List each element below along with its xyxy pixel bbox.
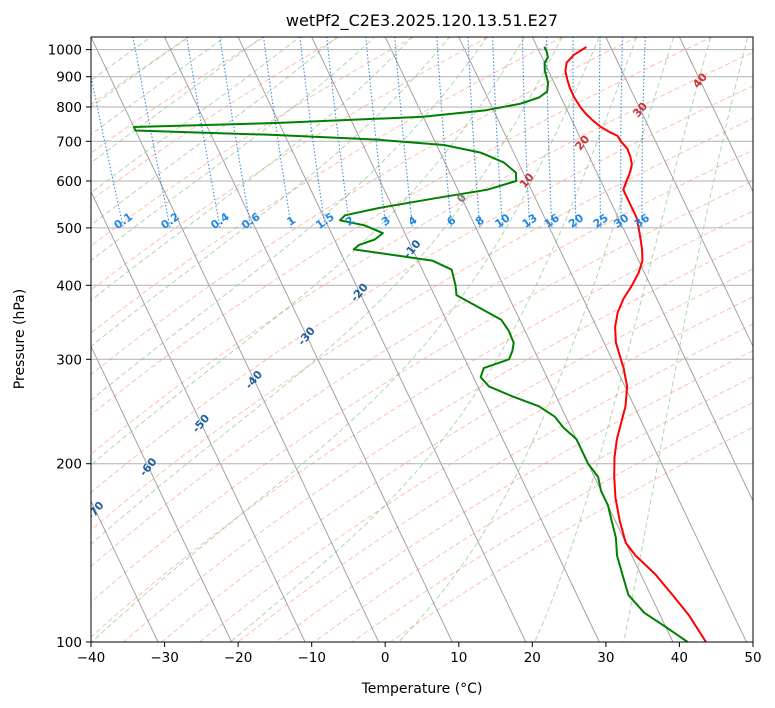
moist-adiabat-line (398, 37, 675, 642)
dry-adiabat-line (91, 85, 753, 494)
x-tick-label: −30 (150, 650, 179, 666)
isotherm-line (311, 37, 600, 642)
mixing-ratio-line (467, 37, 481, 228)
dry-adiabat-line (91, 51, 753, 455)
x-axis-label: Temperature (°C) (361, 681, 483, 697)
isotherm-line (91, 345, 233, 642)
y-tick-label: 200 (56, 457, 82, 473)
x-tick-label: 30 (597, 650, 614, 666)
y-axis-label: Pressure (hPa) (12, 289, 28, 389)
dry-adiabat-line (91, 37, 713, 416)
dry-adiabat-line (313, 376, 753, 642)
isotherm-line (458, 37, 747, 642)
dry-adiabat-line (91, 117, 753, 531)
moist-adiabat-line (230, 37, 638, 642)
mixing-ratio-line (219, 37, 252, 228)
moist-adiabat-line (91, 37, 189, 108)
x-tick-label: 10 (450, 650, 467, 666)
dewpoint-profile-line (132, 46, 689, 642)
isotherm-line (531, 37, 753, 503)
dry-adiabat-line (91, 37, 415, 247)
mixing-ratio-line (299, 37, 326, 228)
moist-adiabat-line (91, 37, 226, 136)
x-tick-label: 0 (381, 650, 390, 666)
y-tick-label: 1000 (48, 43, 82, 59)
y-axis-ticks: 100 200 300 400 500 600 700 800 900 1000 (48, 43, 91, 651)
moist-adiabat-line (91, 37, 338, 226)
x-tick-label: −10 (297, 650, 326, 666)
moist-adiabat-line (623, 37, 749, 642)
y-tick-label: 300 (56, 352, 82, 368)
mixing-ratio-line (186, 37, 221, 229)
mixing-ratio-line (132, 37, 171, 229)
dry-adiabat-line (91, 149, 753, 568)
series-lines (132, 46, 707, 642)
dry-adiabat-line (91, 37, 564, 334)
grid-lines (91, 37, 753, 642)
y-tick-label: 900 (56, 70, 82, 86)
isotherm-line (237, 37, 527, 642)
isotherm-line (91, 500, 159, 642)
temperature-profile-line (564, 46, 707, 642)
y-tick-label: 700 (56, 134, 82, 150)
moist-adiabat-line (91, 37, 488, 401)
x-tick-label: 40 (671, 650, 688, 666)
isotherm-line (164, 37, 453, 642)
y-tick-label: 400 (56, 278, 82, 294)
isotherm-line (605, 37, 753, 348)
y-tick-label: 100 (56, 635, 82, 651)
mixing-ratio-line (436, 37, 452, 228)
moist-adiabat-line (91, 37, 413, 302)
mixing-ratio-line (326, 37, 351, 228)
dry-adiabat-line (91, 37, 191, 106)
mixing-ratio-line (262, 37, 292, 228)
dry-adiabat-line (91, 37, 490, 291)
isotherm-line (678, 37, 753, 193)
x-tick-label: −40 (77, 650, 106, 666)
y-tick-label: 600 (56, 174, 82, 190)
background-lines (91, 37, 753, 642)
dry-adiabat-line (91, 37, 340, 201)
moist-adiabat-line (91, 37, 375, 262)
moist-adiabat-line (91, 37, 263, 164)
mixing-ratio-line (365, 37, 387, 228)
x-tick-label: −20 (224, 650, 253, 666)
moist-adiabat-line (534, 37, 712, 642)
x-axis-ticks: −40 −30 −20 −10 0 10 20 30 40 50 (77, 642, 762, 666)
dry-adiabat-line (123, 239, 753, 642)
x-tick-label: 20 (524, 650, 541, 666)
dry-adiabat-line (91, 210, 753, 638)
dry-adiabat-line (91, 180, 753, 603)
moist-adiabat-line (91, 37, 563, 545)
moist-adiabat-line (91, 37, 600, 642)
moist-adiabat-line (91, 37, 301, 194)
isotherm-line (384, 37, 674, 642)
chart-title: wetPf2_C2E3.2025.120.13.51.E27 (286, 11, 558, 31)
y-tick-label: 800 (56, 100, 82, 116)
isotherm-line (91, 37, 380, 642)
plot-frame (90, 36, 754, 643)
y-tick-label: 500 (56, 221, 82, 237)
x-tick-label: 50 (744, 650, 761, 666)
mixing-ratio-lines (91, 37, 646, 229)
isotherm-line (91, 190, 306, 642)
moist-adiabat-line (91, 37, 526, 466)
mixing-ratio-line (394, 37, 414, 228)
